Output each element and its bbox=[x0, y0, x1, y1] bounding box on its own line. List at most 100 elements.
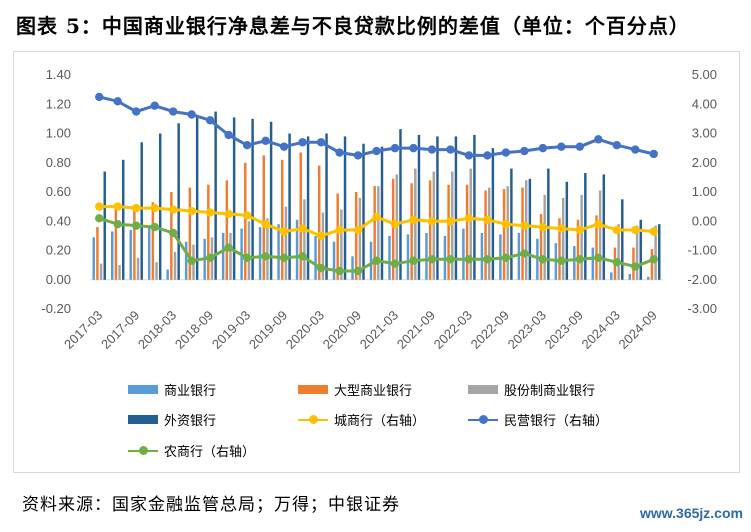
bar bbox=[110, 231, 114, 280]
legend-item: 外资银行 bbox=[128, 410, 216, 429]
legend-swatch bbox=[468, 385, 498, 394]
bar bbox=[639, 219, 643, 280]
bar bbox=[332, 241, 336, 280]
legend-item: 民营银行（右轴） bbox=[468, 410, 608, 429]
left-axis-tick-label: -0.20 bbox=[41, 301, 71, 316]
bar bbox=[214, 111, 217, 280]
bar bbox=[432, 171, 436, 280]
bar bbox=[103, 171, 106, 280]
source-note: 资料来源：国家金融监管总局；万得；中银证券 bbox=[22, 495, 400, 515]
bar bbox=[528, 178, 532, 280]
legend-swatch bbox=[128, 415, 158, 424]
watermark: www.365jz.com bbox=[640, 505, 743, 521]
bar bbox=[558, 218, 561, 280]
bar bbox=[295, 219, 299, 280]
line-point bbox=[113, 97, 122, 106]
bar bbox=[521, 187, 524, 280]
left-axis-tick-label: 0.00 bbox=[46, 272, 71, 287]
bar bbox=[195, 115, 199, 280]
line-point bbox=[520, 249, 529, 258]
line-point bbox=[150, 222, 159, 232]
line-point bbox=[224, 209, 233, 219]
line-point bbox=[631, 225, 640, 235]
bar bbox=[299, 152, 302, 280]
line-point bbox=[575, 255, 585, 264]
line-point bbox=[168, 205, 178, 214]
bar bbox=[177, 123, 180, 280]
line-point bbox=[501, 148, 511, 157]
legend-label: 股份制商业银行 bbox=[504, 384, 596, 399]
line-point bbox=[353, 266, 363, 276]
bar bbox=[391, 178, 395, 280]
bar bbox=[377, 186, 380, 280]
line-point bbox=[575, 225, 585, 235]
bar bbox=[321, 212, 325, 280]
x-axis-tick-label: 2018-09 bbox=[172, 308, 216, 352]
series-line bbox=[99, 205, 654, 238]
x-axis-tick-label: 2023-09 bbox=[542, 308, 586, 352]
line-point bbox=[298, 224, 307, 233]
bar bbox=[136, 257, 140, 280]
line-point bbox=[372, 146, 381, 156]
bar bbox=[451, 171, 454, 280]
right-axis-tick-label: 3.00 bbox=[692, 126, 717, 141]
bar bbox=[547, 168, 550, 280]
bar bbox=[491, 148, 495, 280]
legend-swatch bbox=[298, 385, 328, 394]
line-point bbox=[242, 253, 252, 263]
bar bbox=[414, 168, 417, 280]
bar bbox=[428, 180, 432, 280]
line-point bbox=[353, 151, 363, 160]
left-axis-tick-label: 1.00 bbox=[46, 126, 71, 141]
legend-item: 农商行（右轴） bbox=[128, 441, 255, 460]
bar bbox=[92, 237, 95, 280]
bar bbox=[628, 273, 632, 280]
line-point bbox=[168, 107, 178, 116]
bar bbox=[358, 197, 362, 280]
x-axis-tick-label: 2022-03 bbox=[431, 308, 475, 352]
bar bbox=[166, 269, 169, 280]
line-point bbox=[205, 208, 215, 217]
line-point bbox=[224, 243, 233, 252]
legend-swatch bbox=[298, 413, 328, 427]
x-axis-tick-label: 2018-03 bbox=[135, 308, 179, 352]
bar bbox=[173, 251, 177, 280]
bar bbox=[155, 262, 158, 280]
line-point bbox=[446, 217, 455, 226]
bar bbox=[517, 232, 521, 280]
line-point bbox=[316, 263, 326, 273]
bar bbox=[114, 205, 118, 280]
bar bbox=[343, 136, 347, 280]
x-axis-tick-label: 2023-03 bbox=[505, 308, 549, 352]
line-point bbox=[483, 255, 492, 264]
bar bbox=[598, 190, 602, 280]
line-point bbox=[464, 151, 474, 160]
bar bbox=[229, 232, 232, 280]
bar bbox=[425, 232, 428, 280]
line-point bbox=[95, 92, 104, 102]
bar bbox=[269, 121, 273, 280]
line-point bbox=[612, 258, 621, 267]
line-point bbox=[649, 227, 658, 236]
line-point bbox=[261, 252, 270, 261]
line-point bbox=[372, 256, 381, 265]
bar bbox=[417, 134, 421, 280]
line-point bbox=[279, 253, 289, 263]
bar bbox=[306, 136, 310, 280]
line-point bbox=[95, 214, 104, 223]
line-point bbox=[168, 228, 178, 238]
right-axis-tick-label: 4.00 bbox=[692, 96, 717, 111]
bar bbox=[406, 234, 410, 280]
line-point bbox=[187, 256, 196, 265]
bar bbox=[118, 265, 121, 280]
legend-label: 外资银行 bbox=[164, 414, 217, 429]
line-point bbox=[520, 146, 529, 156]
bar bbox=[258, 227, 262, 280]
x-axis-tick-label: 2024-03 bbox=[579, 308, 623, 352]
line-point bbox=[316, 231, 326, 241]
bar bbox=[281, 159, 284, 280]
line-point bbox=[279, 227, 289, 236]
line-point bbox=[557, 256, 566, 265]
bar bbox=[151, 202, 155, 280]
line-point bbox=[538, 143, 548, 153]
